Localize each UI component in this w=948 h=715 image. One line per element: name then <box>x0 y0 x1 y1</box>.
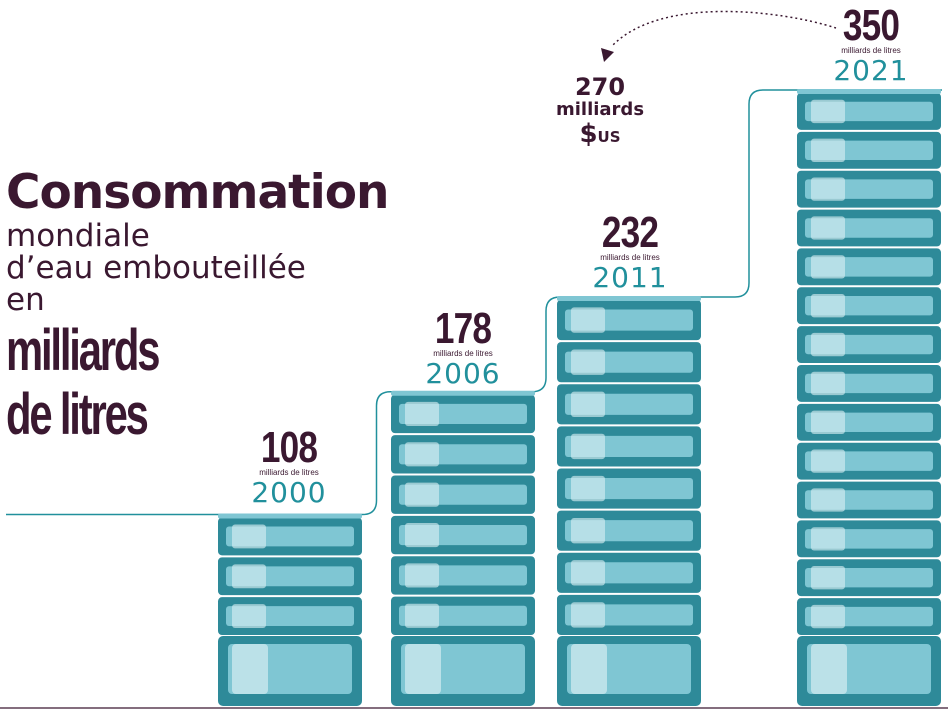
revenue-annotation: 270 milliards $US <box>548 74 652 151</box>
bar-segment-highlight <box>571 560 605 586</box>
bar-segment-highlight <box>232 604 266 629</box>
title-line-2: mondiale <box>6 218 150 254</box>
chart-title: Consommation mondiale d’eau embouteillée… <box>6 166 389 444</box>
bar-segment-highlight <box>811 332 845 357</box>
bar-segment-highlight <box>405 401 439 427</box>
bar-unit: milliards de litres <box>259 468 319 477</box>
annotation-value: 270 <box>574 73 626 101</box>
title-main: Consommation <box>6 165 389 220</box>
bar-value: 350 <box>842 1 900 50</box>
bar-segment-highlight <box>571 391 605 417</box>
bar-label-2021: 350 milliards de litres 2021 <box>812 1 930 87</box>
annotation-word: milliards <box>555 99 645 120</box>
bar-segment-highlight <box>811 294 845 318</box>
annotation-arrow-head <box>601 48 614 62</box>
title-unit-line-1: milliards <box>6 318 160 383</box>
bar-base-highlight <box>571 644 607 694</box>
bar-segment-highlight <box>811 177 845 201</box>
bar-segment-highlight <box>232 524 266 549</box>
bar-segment-highlight <box>232 564 266 589</box>
bars-group <box>218 89 941 706</box>
bar-segment-highlight <box>811 449 845 473</box>
bar-segment-highlight <box>811 99 845 124</box>
bar-segment-highlight <box>405 563 439 588</box>
bar-cap <box>391 390 535 396</box>
bar-segment-highlight <box>811 604 845 629</box>
bar-segment-highlight <box>811 410 845 434</box>
bar-label-2011: 232 milliards de litres 2011 <box>571 208 689 294</box>
bar-segment-highlight <box>571 602 605 628</box>
bar-base-highlight <box>811 644 847 694</box>
bar-year: 2006 <box>425 357 501 390</box>
bar-value: 108 <box>260 423 318 472</box>
bar-value: 232 <box>601 208 659 257</box>
step-line <box>6 89 942 516</box>
bar-segment-highlight <box>811 138 845 162</box>
bar-base-highlight <box>405 644 441 694</box>
bar-year: 2000 <box>251 476 327 509</box>
bar-segment-highlight <box>811 216 845 240</box>
bar-value: 178 <box>434 304 492 353</box>
bar-cap <box>557 296 701 302</box>
bar-segment-highlight <box>571 307 605 333</box>
bar-segment-highlight <box>571 349 605 375</box>
bar-2006 <box>391 390 535 706</box>
annotation-arrow <box>611 10 837 47</box>
bar-cap <box>797 89 941 94</box>
annotation-currency: $US <box>548 120 652 151</box>
title-unit-line-2: de litres <box>6 382 149 447</box>
bar-unit: milliards de litres <box>600 253 660 262</box>
bar-segment-highlight <box>811 371 845 396</box>
bar-segment-highlight <box>571 475 605 502</box>
bar-2000 <box>218 513 362 706</box>
bar-label-2000: 108 milliards de litres 2000 <box>230 423 348 509</box>
bar-segment-highlight <box>405 482 439 507</box>
title-line-3: d’eau embouteillée <box>6 250 306 286</box>
bar-segment-highlight <box>571 433 605 460</box>
bar-segment-highlight <box>405 603 439 628</box>
bar-segment-highlight <box>811 566 845 590</box>
bar-2011 <box>557 296 701 706</box>
currency-code: US <box>597 128 621 146</box>
bar-segment-highlight <box>811 488 845 512</box>
bar-label-2006: 178 milliards de litres 2006 <box>404 304 522 390</box>
dollar-sign: $ <box>579 119 598 149</box>
bar-2021 <box>797 89 941 706</box>
bar-segment-highlight <box>811 527 845 551</box>
bar-cap <box>218 513 362 519</box>
bar-segment-highlight <box>571 518 605 544</box>
bar-segment-highlight <box>405 522 439 548</box>
bar-base-highlight <box>232 644 268 694</box>
bar-segment-highlight <box>405 442 439 467</box>
bar-year: 2021 <box>833 54 909 87</box>
bar-unit: milliards de litres <box>841 46 901 55</box>
title-line-4: en <box>6 282 45 318</box>
bar-unit: milliards de litres <box>433 349 493 358</box>
bar-segment-highlight <box>811 255 845 279</box>
bar-year: 2011 <box>592 261 668 294</box>
